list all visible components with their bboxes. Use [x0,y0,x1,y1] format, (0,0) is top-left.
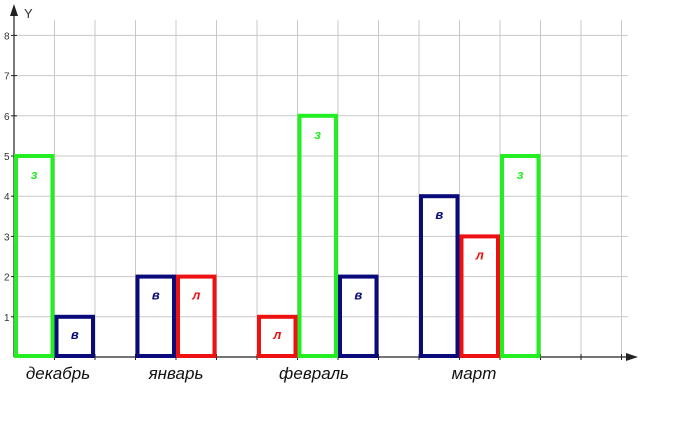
bar-label: в [152,288,160,303]
bar [459,234,500,358]
bar-label: з [314,127,321,142]
bar [257,314,298,358]
bar [135,274,176,359]
bars: з в в л л з в в л з [14,113,541,359]
bar-label: л [475,247,484,262]
bar-label: в [71,327,79,342]
category-label: декабрь [26,364,90,383]
bar [338,274,379,359]
y-tick-label: 4 [4,192,10,203]
y-tick-label: 6 [4,112,10,123]
bar [500,154,541,358]
bar [176,274,217,359]
bar [297,113,338,358]
category-label: январь [148,364,204,383]
y-tick-label: 7 [4,72,10,83]
bar-label: л [272,327,281,342]
bar [54,314,95,358]
y-axis-arrow-icon [10,4,18,16]
y-axis-label: Y [24,6,33,21]
bar-label: л [191,288,200,303]
y-tick-label: 8 [4,31,10,42]
bar [419,194,460,358]
bar [14,154,55,358]
category-labels: декабрь январь февраль март [26,364,497,383]
bar-label: в [354,288,362,303]
bar-label: з [31,167,38,182]
x-axis-arrow-icon [626,353,638,361]
category-label: февраль [279,364,349,383]
bar-label: з [517,167,524,182]
y-tick-label: 2 [4,273,10,284]
y-tick-label: 5 [4,152,10,163]
y-tick-label: 1 [4,313,10,324]
category-label: март [452,364,497,383]
bar-label: в [435,207,443,222]
y-tick-label: 3 [4,232,10,243]
axes: Y [10,4,638,361]
grid [14,20,628,360]
